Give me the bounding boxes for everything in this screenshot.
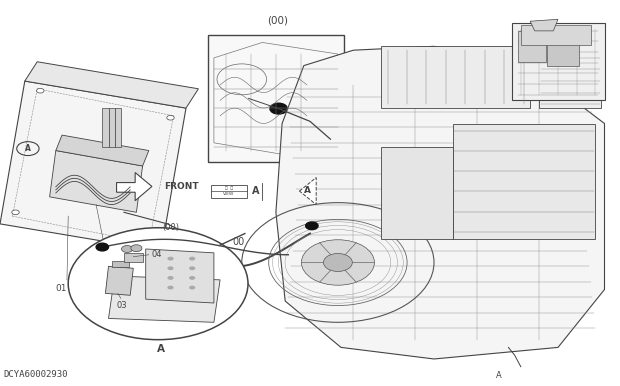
Circle shape xyxy=(301,240,374,285)
FancyBboxPatch shape xyxy=(518,31,546,62)
Polygon shape xyxy=(276,46,604,359)
Text: 03: 03 xyxy=(117,301,128,310)
FancyBboxPatch shape xyxy=(208,35,344,162)
FancyBboxPatch shape xyxy=(547,31,579,66)
Polygon shape xyxy=(381,147,453,239)
Polygon shape xyxy=(108,108,115,147)
Circle shape xyxy=(37,88,44,93)
Polygon shape xyxy=(299,178,316,205)
Circle shape xyxy=(96,243,108,251)
Polygon shape xyxy=(0,81,186,251)
Polygon shape xyxy=(105,266,133,295)
Polygon shape xyxy=(50,151,143,212)
Circle shape xyxy=(122,245,133,252)
Polygon shape xyxy=(146,249,214,303)
Polygon shape xyxy=(108,276,220,322)
Text: (00): (00) xyxy=(162,223,179,232)
Circle shape xyxy=(167,276,174,280)
Circle shape xyxy=(189,286,195,290)
FancyBboxPatch shape xyxy=(521,25,590,45)
Polygon shape xyxy=(124,253,143,262)
FancyBboxPatch shape xyxy=(112,261,129,267)
Text: 04: 04 xyxy=(152,250,162,259)
Text: 02: 02 xyxy=(108,268,120,277)
Polygon shape xyxy=(117,173,152,201)
Polygon shape xyxy=(56,135,149,166)
Text: 00: 00 xyxy=(232,237,245,247)
Circle shape xyxy=(306,222,318,230)
Circle shape xyxy=(167,115,174,120)
Circle shape xyxy=(131,245,142,252)
Circle shape xyxy=(189,257,195,261)
Polygon shape xyxy=(25,62,198,108)
Circle shape xyxy=(189,266,195,270)
Polygon shape xyxy=(115,108,121,147)
Circle shape xyxy=(270,103,287,114)
Circle shape xyxy=(12,210,19,215)
Polygon shape xyxy=(102,108,108,147)
Circle shape xyxy=(167,286,174,290)
Polygon shape xyxy=(453,124,595,239)
Text: (00): (00) xyxy=(267,15,288,25)
Circle shape xyxy=(68,228,248,340)
Polygon shape xyxy=(530,19,558,31)
Text: FRONT: FRONT xyxy=(164,182,199,191)
FancyBboxPatch shape xyxy=(512,23,604,100)
Text: VIEW: VIEW xyxy=(223,192,234,196)
Polygon shape xyxy=(381,46,530,108)
FancyBboxPatch shape xyxy=(539,54,601,108)
Text: DCYA60002930: DCYA60002930 xyxy=(3,370,68,379)
Circle shape xyxy=(142,235,149,240)
Text: A: A xyxy=(304,186,311,195)
Text: A: A xyxy=(157,344,165,354)
Circle shape xyxy=(167,266,174,270)
Circle shape xyxy=(324,254,352,271)
Circle shape xyxy=(189,276,195,280)
Text: 01: 01 xyxy=(55,284,66,293)
Text: A: A xyxy=(252,186,259,196)
Text: 矢  視: 矢 視 xyxy=(225,186,232,190)
Text: A: A xyxy=(25,144,31,153)
FancyBboxPatch shape xyxy=(211,185,247,198)
Text: A: A xyxy=(496,371,502,380)
Circle shape xyxy=(167,257,174,261)
